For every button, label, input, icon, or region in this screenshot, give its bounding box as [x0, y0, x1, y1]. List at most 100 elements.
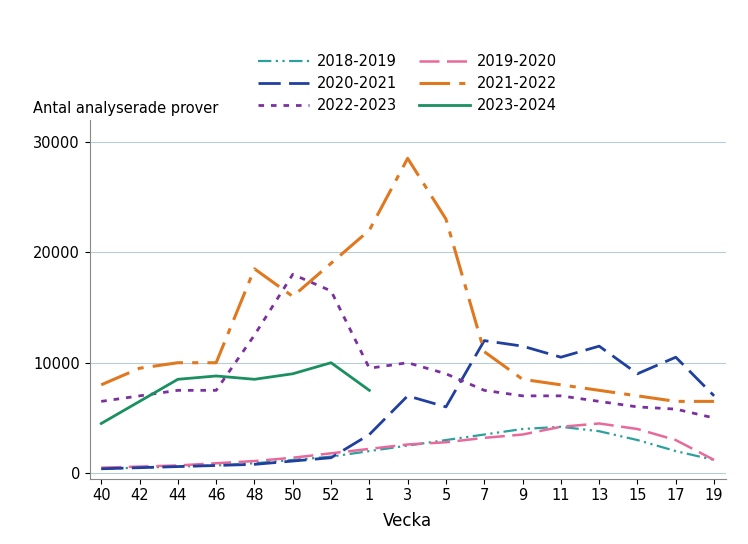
2022-2023	[96, 398, 105, 405]
2018-2019	[633, 437, 642, 443]
2018-2019	[135, 465, 144, 471]
2019-2020	[595, 420, 604, 426]
2022-2023	[633, 404, 642, 410]
2022-2023	[174, 387, 183, 394]
2023-2024	[96, 420, 105, 426]
2021-2022	[403, 155, 412, 162]
2019-2020	[96, 465, 105, 471]
2021-2022	[479, 348, 488, 355]
2022-2023	[365, 365, 374, 372]
2019-2020	[327, 450, 336, 456]
2021-2022	[710, 398, 719, 405]
2020-2021	[327, 454, 336, 461]
2023-2024	[288, 370, 297, 377]
2018-2019	[403, 442, 412, 449]
2022-2023	[518, 393, 527, 399]
2023-2024	[174, 376, 183, 382]
2022-2023	[479, 387, 488, 394]
2022-2023	[557, 393, 565, 399]
2021-2022	[441, 216, 450, 222]
X-axis label: Vecka: Vecka	[383, 512, 432, 530]
2023-2024	[135, 398, 144, 405]
2019-2020	[518, 431, 527, 438]
2019-2020	[671, 437, 680, 443]
2020-2021	[212, 462, 221, 469]
2018-2019	[96, 466, 105, 472]
2019-2020	[710, 456, 719, 463]
2018-2019	[441, 437, 450, 443]
2021-2022	[174, 360, 183, 366]
2020-2021	[174, 463, 183, 470]
2020-2021	[441, 404, 450, 410]
2021-2022	[135, 365, 144, 372]
2022-2023	[212, 387, 221, 394]
2019-2020	[365, 446, 374, 452]
Text: Antal analyserade prover: Antal analyserade prover	[32, 101, 218, 116]
2021-2022	[96, 381, 105, 388]
2018-2019	[595, 428, 604, 435]
2021-2022	[365, 227, 374, 233]
2023-2024	[327, 360, 336, 366]
2019-2020	[288, 454, 297, 461]
2021-2022	[327, 260, 336, 267]
2020-2021	[365, 431, 374, 438]
2018-2019	[671, 448, 680, 454]
2021-2022	[250, 265, 259, 272]
2021-2022	[671, 398, 680, 405]
2018-2019	[710, 456, 719, 463]
2018-2019	[212, 462, 221, 469]
2020-2021	[288, 458, 297, 465]
2023-2024	[250, 376, 259, 382]
2020-2021	[518, 343, 527, 349]
2021-2022	[557, 381, 565, 388]
2022-2023	[710, 415, 719, 421]
2022-2023	[441, 370, 450, 377]
2021-2022	[633, 393, 642, 399]
2018-2019	[518, 426, 527, 432]
2020-2021	[479, 337, 488, 344]
2019-2020	[441, 439, 450, 446]
2022-2023	[403, 360, 412, 366]
2023-2024	[212, 373, 221, 379]
2019-2020	[174, 462, 183, 469]
2021-2022	[518, 376, 527, 382]
2020-2021	[710, 393, 719, 399]
Line: 2022-2023: 2022-2023	[101, 274, 714, 418]
2020-2021	[557, 354, 565, 361]
2022-2023	[135, 393, 144, 399]
2020-2021	[633, 370, 642, 377]
2019-2020	[557, 424, 565, 430]
2018-2019	[174, 463, 183, 470]
2018-2019	[557, 424, 565, 430]
Line: 2020-2021: 2020-2021	[101, 341, 714, 469]
2021-2022	[212, 360, 221, 366]
2019-2020	[403, 441, 412, 448]
2020-2021	[250, 461, 259, 468]
2018-2019	[288, 456, 297, 463]
2020-2021	[135, 465, 144, 471]
2019-2020	[135, 463, 144, 470]
Line: 2018-2019: 2018-2019	[101, 427, 714, 469]
2019-2020	[633, 426, 642, 432]
2023-2024	[365, 387, 374, 394]
Legend: 2018-2019, 2020-2021, 2022-2023, 2019-2020, 2021-2022, 2023-2024: 2018-2019, 2020-2021, 2022-2023, 2019-20…	[252, 48, 563, 119]
2018-2019	[250, 460, 259, 467]
Line: 2023-2024: 2023-2024	[101, 363, 370, 423]
2019-2020	[479, 435, 488, 441]
2022-2023	[288, 271, 297, 277]
2022-2023	[595, 398, 604, 405]
2020-2021	[96, 466, 105, 472]
2019-2020	[212, 460, 221, 467]
2019-2020	[250, 458, 259, 465]
2020-2021	[671, 354, 680, 361]
Line: 2021-2022: 2021-2022	[101, 158, 714, 401]
2022-2023	[250, 332, 259, 338]
2018-2019	[365, 448, 374, 454]
2018-2019	[479, 431, 488, 438]
2018-2019	[327, 453, 336, 460]
2022-2023	[327, 288, 336, 294]
Line: 2019-2020: 2019-2020	[101, 423, 714, 468]
2020-2021	[595, 343, 604, 349]
2021-2022	[288, 293, 297, 300]
2021-2022	[595, 387, 604, 394]
